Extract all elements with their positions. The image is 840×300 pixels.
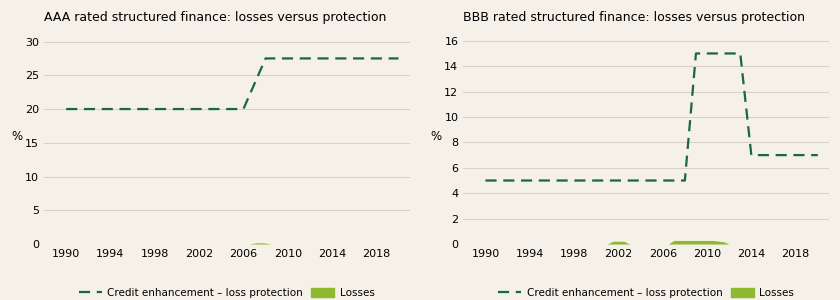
Text: AAA rated structured finance: losses versus protection: AAA rated structured finance: losses ver… xyxy=(44,11,386,24)
Legend: Credit enhancement – loss protection, Losses: Credit enhancement – loss protection, Lo… xyxy=(79,288,375,298)
Legend: Credit enhancement – loss protection, Losses: Credit enhancement – loss protection, Lo… xyxy=(498,288,794,298)
Y-axis label: %: % xyxy=(430,130,442,142)
Text: BBB rated structured finance: losses versus protection: BBB rated structured finance: losses ver… xyxy=(464,11,806,24)
Y-axis label: %: % xyxy=(11,130,22,142)
